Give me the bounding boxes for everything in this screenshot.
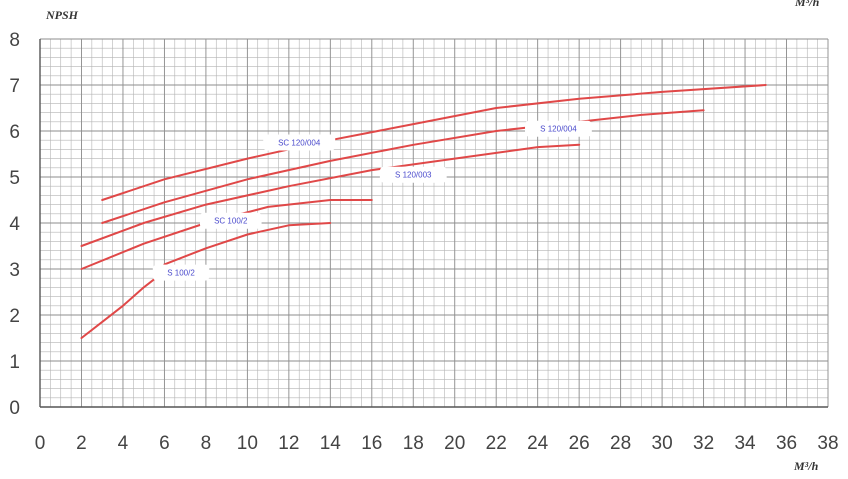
x-tick-label: 38	[817, 433, 838, 454]
x-tick-label: 30	[652, 433, 673, 454]
series-label-4: S 120/003	[395, 171, 432, 180]
x-tick-label: 8	[201, 433, 212, 454]
x-tick-label: 14	[320, 433, 342, 454]
x-tick-label: 28	[610, 433, 631, 454]
series-label-7: S 100/2	[167, 269, 195, 278]
series-line-6	[163, 222, 332, 266]
tick-labels: 0 2 4 6 8 10 12 14 16 18 20 22 24 26 28 30 32 34 36 3801234…	[9, 30, 838, 454]
x-tick-label: 20	[444, 433, 465, 454]
series-label-2: S 120/004	[540, 125, 577, 134]
series-label-5: SC 100/2	[214, 217, 248, 226]
y-tick-label: 8	[9, 30, 20, 51]
series-label-bg	[525, 120, 592, 137]
x-tick-label: 18	[403, 433, 424, 454]
y-axis-title: NPSH	[45, 8, 79, 22]
x-tick-label: 0	[35, 433, 46, 454]
x-tick-label: 26	[569, 433, 590, 454]
x-tick-label: 32	[693, 433, 714, 454]
series-label-bg	[199, 212, 262, 229]
series-label-bg	[263, 134, 336, 151]
x-tick-label: 34	[734, 433, 756, 454]
y-tick-label: 4	[9, 214, 20, 235]
series-line-3	[80, 143, 581, 247]
x-tick-label: 6	[159, 433, 170, 454]
y-tick-label: 3	[9, 260, 20, 281]
x-tick-label: 16	[361, 433, 382, 454]
y-tick-label: 5	[9, 168, 20, 189]
x-tick-label: 24	[527, 433, 549, 454]
series-labels: SC 120/004 S 120/004 S 120/003 SC 100/2 S 10…	[152, 120, 592, 281]
x-tick-label: 12	[278, 433, 299, 454]
axes	[39, 39, 828, 408]
series-line-7	[80, 270, 166, 339]
series-label-bg	[379, 166, 447, 183]
x-tick-label: 4	[118, 433, 129, 454]
x-tick-label: 10	[237, 433, 258, 454]
series-line-2	[101, 109, 705, 224]
x-axis-unit-top: M³/h	[794, 0, 820, 9]
y-tick-label: 6	[9, 122, 20, 143]
x-axis-title: M³/h	[793, 459, 819, 473]
y-tick-label: 7	[9, 76, 20, 97]
series-label-1: SC 120/004	[278, 139, 321, 148]
y-tick-label: 1	[9, 352, 20, 373]
x-tick-label: 2	[76, 433, 87, 454]
x-tick-label: 22	[486, 433, 507, 454]
series-line-1	[101, 84, 767, 201]
x-tick-label: 36	[776, 433, 797, 454]
y-tick-label: 0	[9, 398, 20, 419]
y-tick-label: 2	[9, 306, 20, 327]
series-label-bg	[152, 264, 210, 281]
